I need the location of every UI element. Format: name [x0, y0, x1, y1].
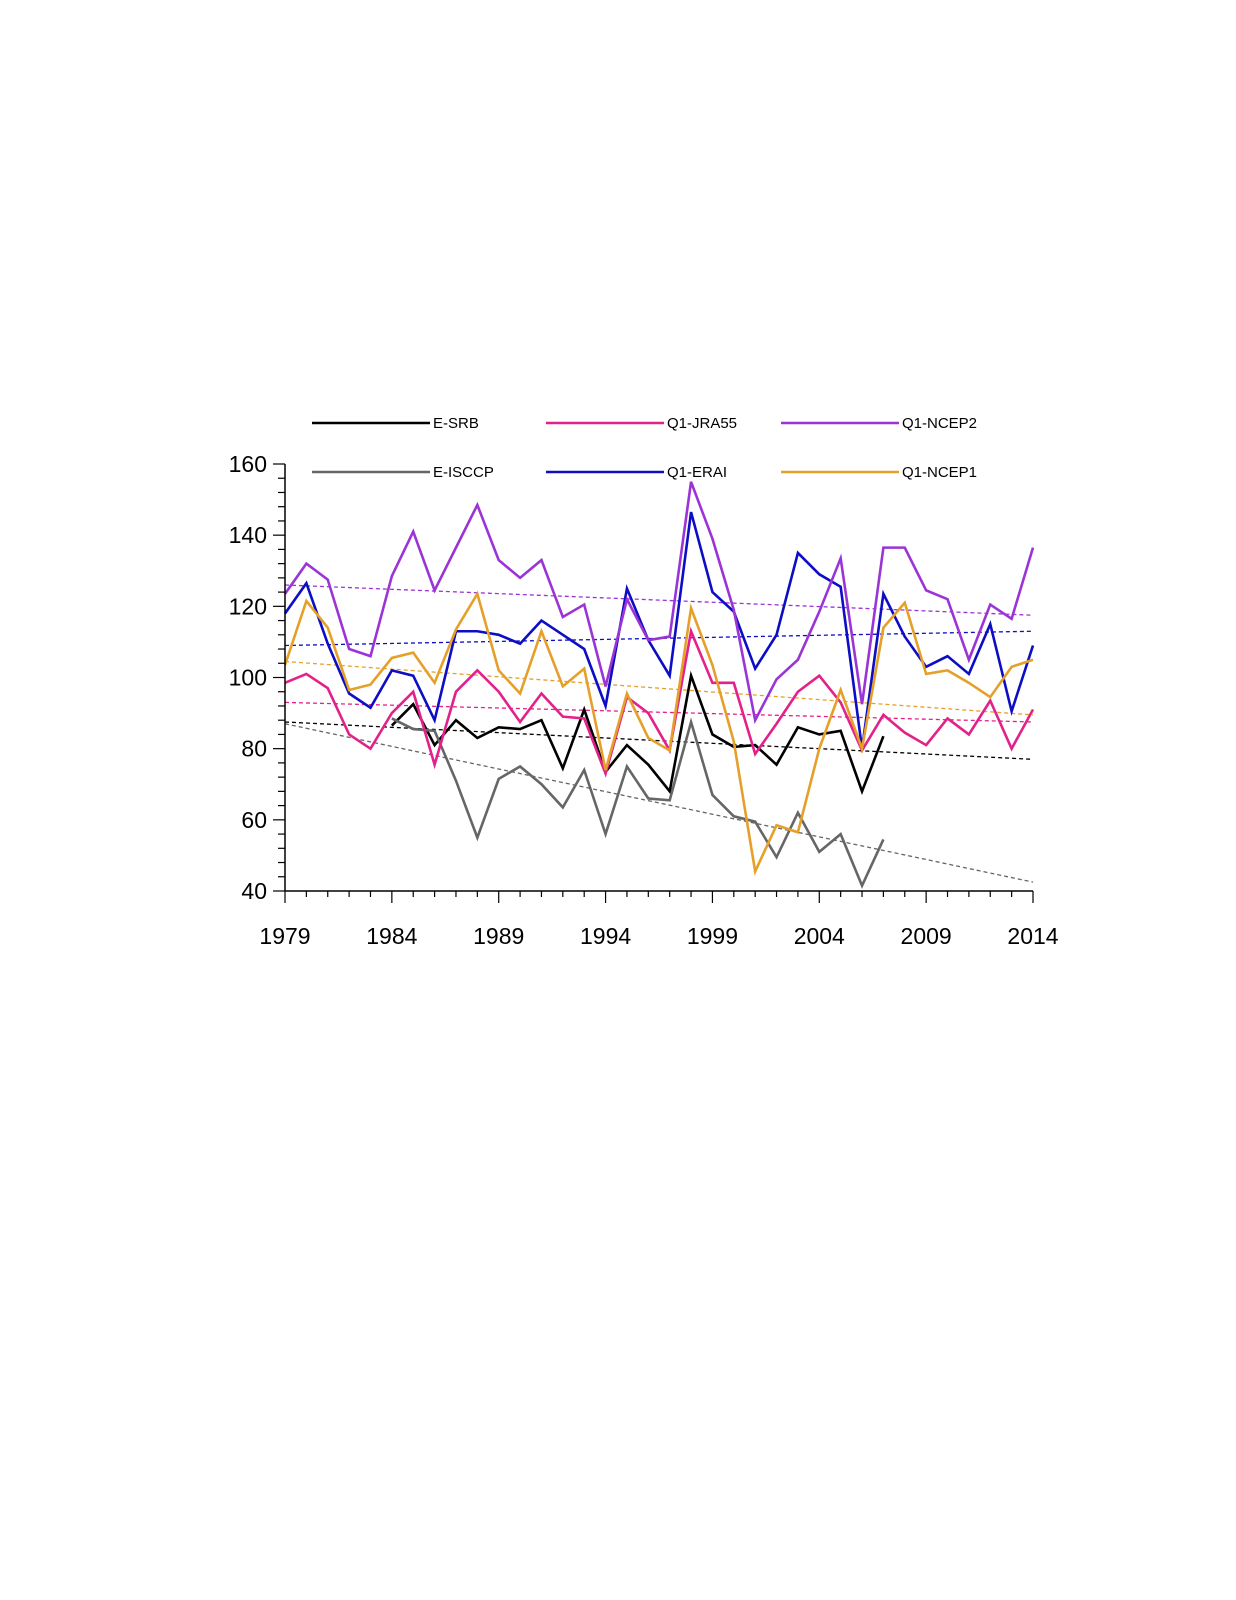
legend: E-SRB E-ISCCP Q1-JRA55 Q1-ERAI Q1-NCEP2 Q1-NC… — [312, 415, 977, 481]
axes: 40 60 80 100 120 140 160 1979 1984 1989 1994 1999 20… — [229, 451, 1059, 949]
trend-line-q1-jra55 — [284, 701, 1034, 723]
legend-label-e-srb: E-SRB — [433, 415, 479, 432]
x-tick-label: 2009 — [901, 923, 952, 949]
trend-line-q1-ncep1 — [284, 660, 1034, 716]
x-tick-label: 1999 — [687, 923, 738, 949]
x-tick-label: 2014 — [1007, 923, 1058, 949]
y-tick-label: 60 — [241, 807, 267, 833]
series-line-q1-ncep1 — [283, 590, 1034, 876]
trend-line-e-srb — [284, 721, 1034, 760]
legend-label-q1-ncep1: Q1-NCEP1 — [902, 464, 977, 481]
y-tick-label: 80 — [241, 736, 267, 762]
series-line-q1-jra55 — [284, 626, 1035, 778]
trend-line-q1-ncep2 — [284, 584, 1034, 616]
x-tick-label: 1984 — [366, 923, 417, 949]
legend-label-q1-ncep2: Q1-NCEP2 — [902, 415, 977, 432]
x-tick-label: 2004 — [794, 923, 845, 949]
x-tick-label: 1994 — [580, 923, 631, 949]
y-tick-label: 100 — [229, 665, 267, 691]
series-line-e-srb — [390, 670, 885, 796]
y-tick-label: 140 — [229, 522, 267, 548]
y-tick-label: 40 — [241, 878, 267, 904]
y-tick-label: 160 — [229, 451, 267, 477]
x-tick-label: 1989 — [473, 923, 524, 949]
series-line-e-isccp — [391, 717, 885, 889]
x-tick-label: 1979 — [259, 923, 310, 949]
data-series — [283, 481, 1035, 889]
series-line-q1-erai — [283, 511, 1035, 749]
legend-label-q1-erai: Q1-ERAI — [667, 464, 727, 481]
legend-label-q1-jra55: Q1-JRA55 — [667, 415, 737, 432]
series-line-q1-ncep2 — [283, 481, 1035, 725]
trend-line-e-isccp — [284, 723, 1034, 883]
y-tick-label: 120 — [229, 593, 267, 619]
legend-label-e-isccp: E-ISCCP — [433, 464, 494, 481]
